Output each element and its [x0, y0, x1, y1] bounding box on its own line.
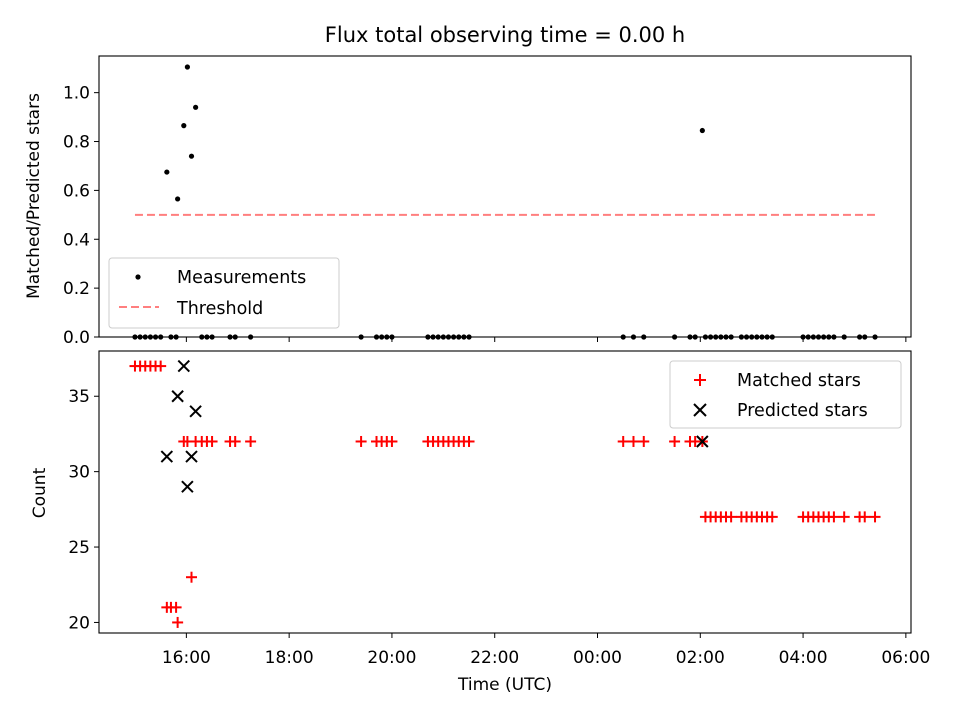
- matched-star-point: [186, 571, 198, 583]
- matched-star-point: [155, 360, 167, 372]
- bottom-legend-box: [669, 360, 902, 429]
- legend-measurements-marker: [135, 274, 141, 280]
- legend-predicted-marker: [693, 403, 707, 417]
- x-tick-label: 04:00: [779, 648, 828, 668]
- measurement-point: [184, 64, 190, 70]
- predicted-star-point: [189, 405, 202, 418]
- bottom-y-tick-label: 30: [68, 463, 90, 483]
- matched-star-point: [245, 435, 257, 447]
- top-y-tick-label: 0.6: [63, 181, 90, 201]
- measurement-point: [175, 196, 181, 202]
- x-tick-label: 00:00: [573, 648, 622, 668]
- x-tick-label: 16:00: [162, 648, 211, 668]
- matched-star-point: [463, 435, 475, 447]
- matched-star-point: [617, 435, 629, 447]
- top-y-ticks: 0.0 0.2 0.4 0.6 0.8 1.0: [63, 84, 99, 348]
- matched-star-point: [355, 435, 367, 447]
- x-tick-label: 22:00: [470, 648, 519, 668]
- matched-star-point: [638, 435, 650, 447]
- matched-star-point: [206, 435, 218, 447]
- legend-threshold-label: Threshold: [176, 299, 263, 319]
- matched-star-point: [859, 511, 871, 523]
- bottom-y-axis-label: Count: [30, 467, 50, 518]
- x-tick-label: 06:00: [881, 648, 930, 668]
- measurement-point: [188, 153, 195, 159]
- top-legend-box: [108, 257, 340, 329]
- chart-title: Flux total observing time = 0.00 h: [325, 23, 685, 47]
- top-y-tick-label: 0.4: [63, 230, 90, 250]
- x-tick-label: 20:00: [367, 648, 416, 668]
- x-tick-label: 18:00: [265, 648, 314, 668]
- predicted-star-point: [177, 359, 191, 373]
- bottom-legend: Matched stars Predicted stars: [669, 360, 902, 429]
- x-tick-label: 02:00: [676, 648, 725, 668]
- top-y-tick-label: 0.8: [63, 133, 90, 153]
- bottom-y-tick-label: 20: [68, 613, 90, 633]
- legend-matched-marker: [694, 374, 706, 386]
- measurement-point: [193, 104, 199, 110]
- bottom-plot-marks: [129, 359, 881, 628]
- matched-star-point: [869, 511, 881, 523]
- matched-star-point: [172, 616, 184, 628]
- measurement-point: [181, 123, 187, 129]
- bottom-y-tick-label: 25: [68, 538, 90, 558]
- predicted-star-point: [696, 435, 709, 448]
- matched-star-point: [838, 511, 850, 523]
- bottom-y-ticks: 20 25 30 35: [68, 387, 99, 633]
- bottom-axes-frame: [98, 350, 912, 634]
- top-legend: Measurements Threshold: [108, 257, 340, 329]
- matched-star-point: [229, 435, 241, 447]
- top-x-ticks: [185, 337, 907, 342]
- matched-star-point: [766, 511, 778, 523]
- predicted-star-point: [185, 450, 198, 463]
- matched-star-point: [170, 601, 182, 613]
- measurement-point: [164, 169, 170, 175]
- predicted-star-point: [160, 450, 174, 463]
- matched-star-point: [669, 435, 681, 447]
- x-axis-label: Time (UTC): [457, 675, 552, 695]
- top-y-tick-label: 1.0: [63, 84, 90, 104]
- predicted-star-point: [181, 480, 194, 493]
- top-y-axis-label: Matched/Predicted stars: [24, 93, 44, 299]
- bottom-y-tick-label: 35: [68, 387, 90, 407]
- legend-measurements-label: Measurements: [177, 268, 306, 288]
- top-y-tick-label: 0.0: [63, 328, 90, 348]
- matched-star-point: [725, 511, 737, 523]
- top-panel: 0.0 0.2 0.4 0.6 0.8 1.0 Matched/Predicted sta…: [24, 55, 912, 348]
- bottom-panel: 20 25 30 35 16:00 18:00 20:00 22:00 00:00 02:00 0…: [30, 350, 930, 695]
- matched-star-point: [627, 435, 639, 447]
- matched-star-point: [386, 435, 398, 447]
- top-axes-frame: [98, 55, 912, 338]
- predicted-star-point: [171, 390, 184, 403]
- matched-star-point: [828, 511, 840, 523]
- bottom-x-ticks: 16:00 18:00 20:00 22:00 00:00 02:00 04:00 06:00: [162, 633, 930, 668]
- top-y-tick-label: 0.2: [63, 279, 90, 299]
- measurement-point: [699, 127, 705, 134]
- legend-matched-label: Matched stars: [737, 371, 861, 391]
- legend-predicted-label: Predicted stars: [737, 401, 868, 421]
